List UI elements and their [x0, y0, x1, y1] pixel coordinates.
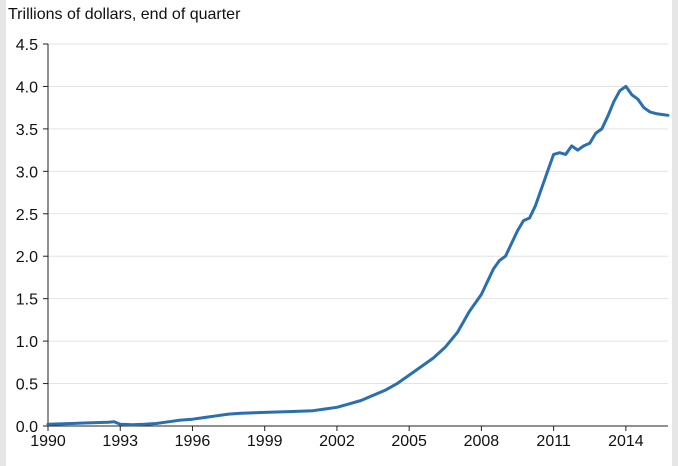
x-tick-label: 2011 — [536, 433, 571, 450]
y-tick-label: 1.5 — [16, 292, 38, 309]
x-tick-label: 2005 — [391, 433, 427, 450]
x-tick-label: 2014 — [608, 433, 644, 450]
y-tick-label: 1.0 — [16, 334, 38, 351]
y-tick-label: 0.5 — [16, 377, 38, 394]
x-tick-label: 1999 — [247, 433, 283, 450]
x-tick-label: 1996 — [175, 433, 211, 450]
y-tick-label: 3.5 — [16, 122, 38, 139]
y-axis-unit-label: Trillions of dollars, end of quarter — [8, 6, 241, 23]
x-tick-labels: 1990 1993 1996 1999 2002 2005 2008 2011 2014 — [30, 433, 644, 450]
y-tick-label: 0.0 — [16, 419, 38, 436]
series-line — [46, 84, 670, 427]
y-tick-label: 3.0 — [16, 164, 38, 181]
x-tick-label: 2002 — [319, 433, 355, 450]
gridlines — [48, 43, 668, 385]
line-chart: 0.00.51.01.52.02.53.03.54.04.5 1990 1993 1… — [16, 37, 670, 450]
y-tick-label: 4.5 — [16, 37, 38, 54]
series-group — [46, 84, 670, 427]
y-tick-label: 2.0 — [16, 249, 38, 266]
x-tick-label: 1993 — [102, 433, 138, 450]
y-tick-label: 4.0 — [16, 79, 38, 96]
y-tick-labels: 0.0 0.5 1.0 1.5 2.0 2.5 3.0 3.5 4.0 4.5 — [16, 37, 38, 436]
x-tick-label: 1990 — [30, 433, 66, 450]
axes — [43, 43, 668, 431]
y-tick-label: 2.5 — [16, 207, 38, 224]
x-tick-label: 2008 — [464, 433, 500, 450]
